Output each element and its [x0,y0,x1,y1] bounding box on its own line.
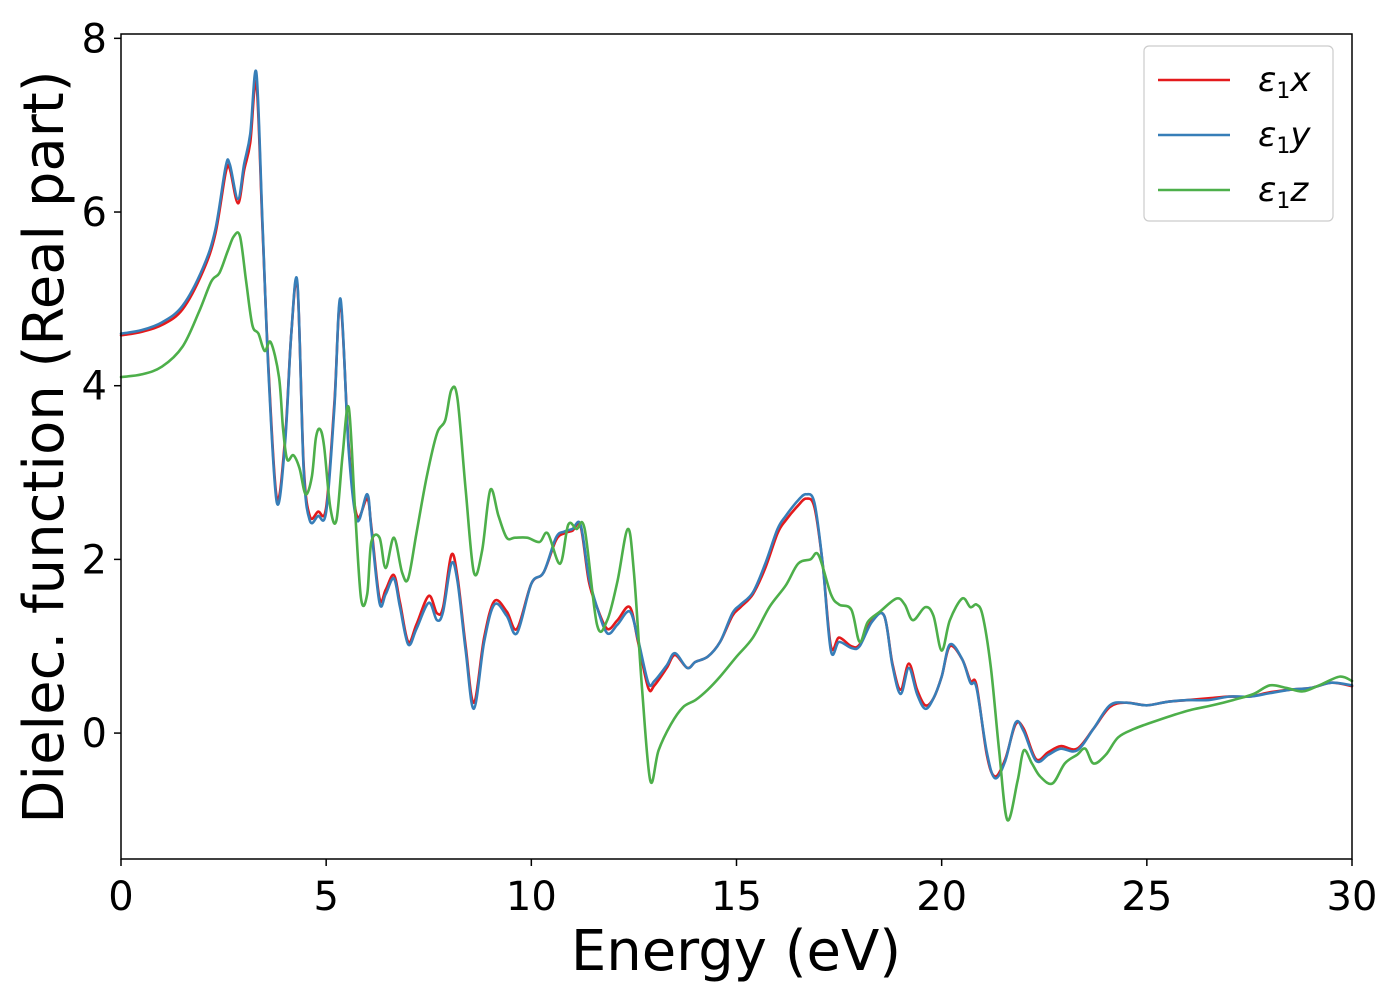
series-layer [119,69,1354,822]
legend-label-z: ε1z [1258,170,1309,214]
y-axis-title: Dielec. function (Real part) [12,70,77,823]
series-line-z [119,231,1354,822]
y-tick-label: 8 [82,16,107,62]
legend-label-y: ε1y [1258,115,1311,159]
x-tick-label: 15 [711,874,762,920]
legend-label-x: ε1x [1258,60,1311,104]
x-tick-label: 30 [1327,874,1378,920]
series-line-y [119,69,1354,780]
legend-box [1143,45,1334,222]
x-tick-label: 0 [108,874,133,920]
y-tick-label: 2 [82,537,107,583]
x-tick-label: 25 [1121,874,1172,920]
x-tick-label: 5 [313,874,338,920]
ticks-layer: 0 5 10 15 20 25 30 0 2 4 6 8 [82,16,1378,920]
x-tick-label: 20 [916,874,967,920]
x-tick-label: 10 [506,874,557,920]
y-tick-label: 0 [82,711,107,757]
y-tick-label: 4 [82,364,107,410]
x-axis-title: Energy (eV) [571,919,901,984]
legend: ε1x ε1y ε1z [1143,45,1334,222]
y-tick-label: 6 [82,190,107,236]
